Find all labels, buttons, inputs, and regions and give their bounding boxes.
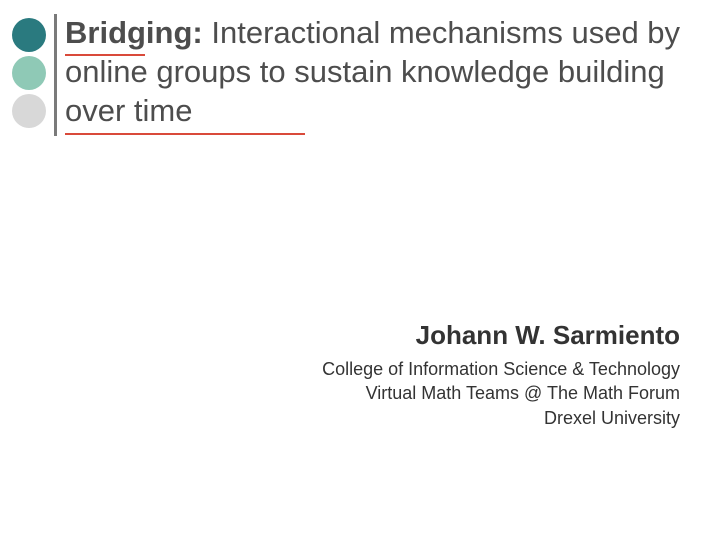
author-name: Johann W. Sarmiento bbox=[322, 320, 680, 351]
underline-accent-bottom bbox=[65, 133, 305, 135]
bullet-1 bbox=[12, 18, 46, 52]
bullet-stack bbox=[12, 18, 46, 132]
author-affiliation-1: College of Information Science & Technol… bbox=[322, 357, 680, 381]
vertical-divider bbox=[54, 14, 57, 136]
author-affiliation-2: Virtual Math Teams @ The Math Forum bbox=[322, 381, 680, 405]
bullet-3 bbox=[12, 94, 46, 128]
slide-title: Bridging: Interactional mechanisms used … bbox=[65, 14, 715, 130]
bullet-2 bbox=[12, 56, 46, 90]
author-block: Johann W. Sarmiento College of Informati… bbox=[322, 320, 680, 430]
author-affiliation-3: Drexel University bbox=[322, 406, 680, 430]
title-bold-word: Bridging: bbox=[65, 15, 203, 50]
